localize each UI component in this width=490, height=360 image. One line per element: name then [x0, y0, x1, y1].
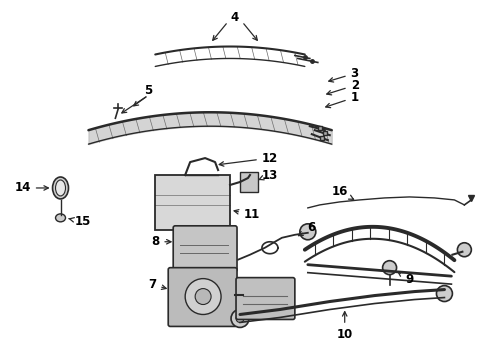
FancyBboxPatch shape	[236, 278, 295, 319]
Circle shape	[437, 285, 452, 302]
Text: 3: 3	[329, 67, 359, 82]
Circle shape	[236, 315, 244, 323]
Text: 14: 14	[14, 181, 49, 194]
FancyBboxPatch shape	[173, 226, 237, 272]
Text: 9: 9	[398, 272, 414, 286]
Text: 6: 6	[298, 221, 316, 236]
Ellipse shape	[55, 180, 66, 196]
FancyBboxPatch shape	[155, 175, 230, 230]
Text: 7: 7	[148, 278, 166, 291]
Circle shape	[231, 310, 249, 328]
Ellipse shape	[55, 214, 66, 222]
Text: 2: 2	[327, 79, 359, 95]
Circle shape	[300, 224, 316, 240]
Text: 13: 13	[259, 168, 278, 181]
Ellipse shape	[52, 177, 69, 199]
Circle shape	[195, 289, 211, 305]
Circle shape	[185, 279, 221, 315]
Text: 12: 12	[219, 152, 278, 166]
Text: 4: 4	[231, 11, 239, 24]
Text: 5: 5	[144, 84, 152, 97]
Text: 16: 16	[332, 185, 354, 199]
FancyBboxPatch shape	[168, 268, 237, 327]
Text: 1: 1	[326, 91, 359, 108]
Text: 8: 8	[151, 235, 171, 248]
Circle shape	[383, 261, 396, 275]
Text: 10: 10	[337, 312, 353, 341]
Circle shape	[457, 243, 471, 257]
Text: 15: 15	[69, 215, 91, 228]
Text: 11: 11	[234, 208, 260, 221]
FancyBboxPatch shape	[240, 172, 258, 192]
